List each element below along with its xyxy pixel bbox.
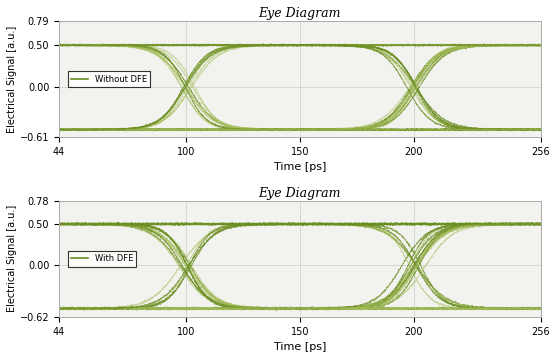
Legend: With DFE: With DFE (68, 251, 136, 267)
Y-axis label: Electrical Signal [a.u.]: Electrical Signal [a.u.] (7, 205, 17, 312)
Title: Eye Diagram: Eye Diagram (258, 187, 341, 200)
X-axis label: Time [ps]: Time [ps] (273, 162, 326, 172)
Legend: Without DFE: Without DFE (68, 71, 150, 87)
Y-axis label: Electrical Signal [a.u.]: Electrical Signal [a.u.] (7, 25, 17, 133)
X-axis label: Time [ps]: Time [ps] (273, 342, 326, 352)
Title: Eye Diagram: Eye Diagram (258, 7, 341, 20)
